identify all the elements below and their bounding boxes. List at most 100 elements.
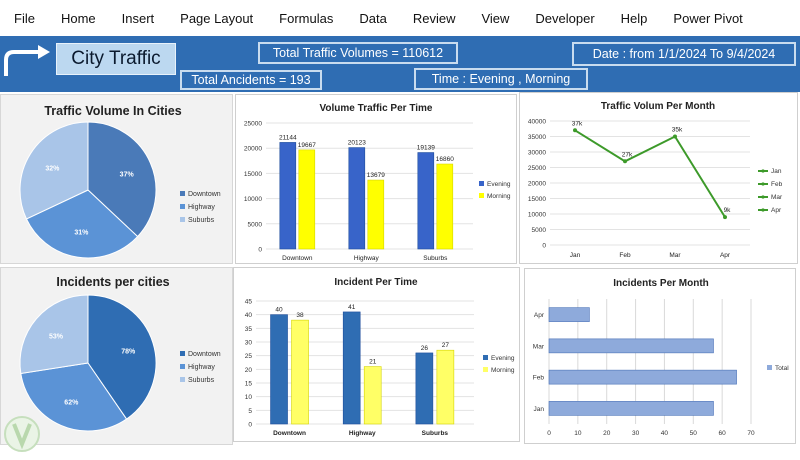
legend-label: Highway xyxy=(188,204,215,211)
chart-title: Incidents per cities xyxy=(56,275,169,289)
legend-label: Mar xyxy=(771,194,783,201)
y-tick-label: 35 xyxy=(245,326,253,333)
x-tick-label: 70 xyxy=(747,430,755,437)
dashboard-title: City Traffic xyxy=(56,43,176,75)
y-tick-label: 0 xyxy=(542,243,546,250)
date-range-kpi: Date : from 1/1/2024 To 9/4/2024 xyxy=(572,42,796,66)
y-tick-label: Jan xyxy=(534,406,545,413)
legend-swatch xyxy=(483,367,488,372)
y-tick-label: 20000 xyxy=(528,181,546,188)
legend-label: Highway xyxy=(188,364,215,371)
menu-item-file[interactable]: File xyxy=(14,10,35,26)
bar-evening xyxy=(417,152,435,250)
y-tick-label: 15000 xyxy=(244,171,262,178)
legend-label: Downtown xyxy=(188,351,221,358)
y-tick-label: 10000 xyxy=(244,196,262,203)
line-point xyxy=(673,134,677,139)
chart-title: Incident Per Time xyxy=(334,277,418,288)
legend-label: Suburbs xyxy=(188,217,215,224)
bar-data-label: 16860 xyxy=(436,156,454,163)
line-point xyxy=(623,159,627,164)
legend-swatch xyxy=(180,217,185,222)
ribbon-menu-bar: File Home Insert Page Layout Formulas Data Rev… xyxy=(0,0,800,36)
menu-item-home[interactable]: Home xyxy=(60,10,96,26)
bar-data-label: 26 xyxy=(421,345,429,352)
y-tick-label: 5000 xyxy=(248,221,263,228)
x-tick-label: Apr xyxy=(720,252,731,259)
x-tick-label: 30 xyxy=(632,430,640,437)
legend-label: Jan xyxy=(771,168,782,175)
bar-evening xyxy=(342,311,361,425)
y-tick-label: 35000 xyxy=(528,134,546,141)
y-tick-label: 15 xyxy=(245,381,253,388)
bar-data-label: 21144 xyxy=(279,134,297,141)
x-tick-label: Suburbs xyxy=(423,255,448,262)
menu-item-developer[interactable]: Developer xyxy=(535,10,595,26)
legend-swatch xyxy=(479,181,484,186)
pie-slice-downtown xyxy=(87,294,157,420)
pie-slice-highway xyxy=(25,189,139,259)
legend-swatch xyxy=(483,355,488,360)
menu-item-view[interactable]: View xyxy=(481,10,510,26)
traffic-volume-pie-chart: Traffic Volume In Cities 37% 31% 32% Downtow… xyxy=(19,104,221,259)
bar-data-label: 19667 xyxy=(298,142,316,149)
bar-evening xyxy=(415,352,434,425)
incidents-per-month-chart: Incidents Per Month 0 10 20 30 40 50 60 70 Jan Feb… xyxy=(533,278,789,437)
total-accidents-kpi: Total Ancidents = 193 xyxy=(180,70,322,90)
bar-total xyxy=(548,369,737,385)
y-tick-label: 20000 xyxy=(244,146,262,153)
menu-item-power-pivot[interactable]: Power Pivot xyxy=(673,10,743,26)
bar-morning xyxy=(363,366,382,425)
y-tick-label: 40 xyxy=(245,312,253,319)
bar-morning xyxy=(298,149,316,250)
bar-data-label: 19139 xyxy=(417,145,435,152)
legend-swatch xyxy=(180,364,185,369)
bar-morning xyxy=(291,319,309,425)
logo-watermark-icon xyxy=(4,416,40,452)
chart-title: Traffic Volume In Cities xyxy=(44,104,181,118)
point-data-label: 37k xyxy=(572,120,583,127)
menu-item-data[interactable]: Data xyxy=(359,10,387,26)
y-tick-label: 45 xyxy=(245,299,253,306)
point-data-label: 9k xyxy=(724,207,732,214)
legend-marker xyxy=(761,208,765,212)
menu-item-page-layout[interactable]: Page Layout xyxy=(180,10,254,26)
chart-title: Volume Traffic Per Time xyxy=(319,103,432,114)
series-line xyxy=(574,129,726,218)
legend-swatch xyxy=(767,365,772,370)
bar-data-label: 41 xyxy=(348,304,356,311)
volume-per-month-chart: Traffic Volum Per Month 0 5000 10000 15000 20… xyxy=(528,101,783,259)
x-tick-label: 20 xyxy=(603,430,611,437)
y-tick-label: 30000 xyxy=(528,150,546,157)
incident-per-time-panel: Incident Per Time 0 5 10 15 20 25 30 35 40 45 40 38 D… xyxy=(233,267,520,442)
x-tick-label: 0 xyxy=(547,430,551,437)
incidents-per-month-panel: Incidents Per Month 0 10 20 30 40 50 60 70 Jan Feb… xyxy=(524,268,796,444)
menu-item-review[interactable]: Review xyxy=(412,10,456,26)
y-tick-label: Apr xyxy=(534,312,545,319)
legend-label: Morning xyxy=(487,193,511,200)
chart-title: Incidents Per Month xyxy=(613,278,709,289)
menu-item-help[interactable]: Help xyxy=(620,10,648,26)
y-tick-label: 25000 xyxy=(244,121,262,128)
bar-data-label: 13679 xyxy=(367,172,385,179)
menu-item-insert[interactable]: Insert xyxy=(121,10,155,26)
y-tick-label: 0 xyxy=(248,422,252,429)
x-tick-label: Downtown xyxy=(273,430,306,437)
bar-evening xyxy=(279,142,297,250)
y-tick-label: Mar xyxy=(533,343,545,350)
total-volume-kpi: Total Traffic Volumes = 110612 xyxy=(258,42,458,64)
x-tick-label: Downtown xyxy=(282,255,313,262)
x-tick-label: 50 xyxy=(690,430,698,437)
menu-item-formulas[interactable]: Formulas xyxy=(279,10,334,26)
back-arrow-icon[interactable] xyxy=(2,44,54,80)
pie-data-label: 32% xyxy=(45,165,60,172)
x-tick-label: Suburbs xyxy=(422,430,449,437)
incidents-pie-chart: Incidents per cities 78% 62% 53% Downtown Hig… xyxy=(19,275,221,432)
pie-data-label: 62% xyxy=(64,400,79,407)
x-tick-label: 10 xyxy=(574,430,582,437)
x-tick-label: 40 xyxy=(661,430,669,437)
pie-slice-downtown xyxy=(87,121,157,238)
traffic-volume-pie-panel: Traffic Volume In Cities 37% 31% 32% Downtow… xyxy=(0,94,233,264)
x-tick-label: Feb xyxy=(619,252,631,259)
legend-marker xyxy=(761,195,765,199)
